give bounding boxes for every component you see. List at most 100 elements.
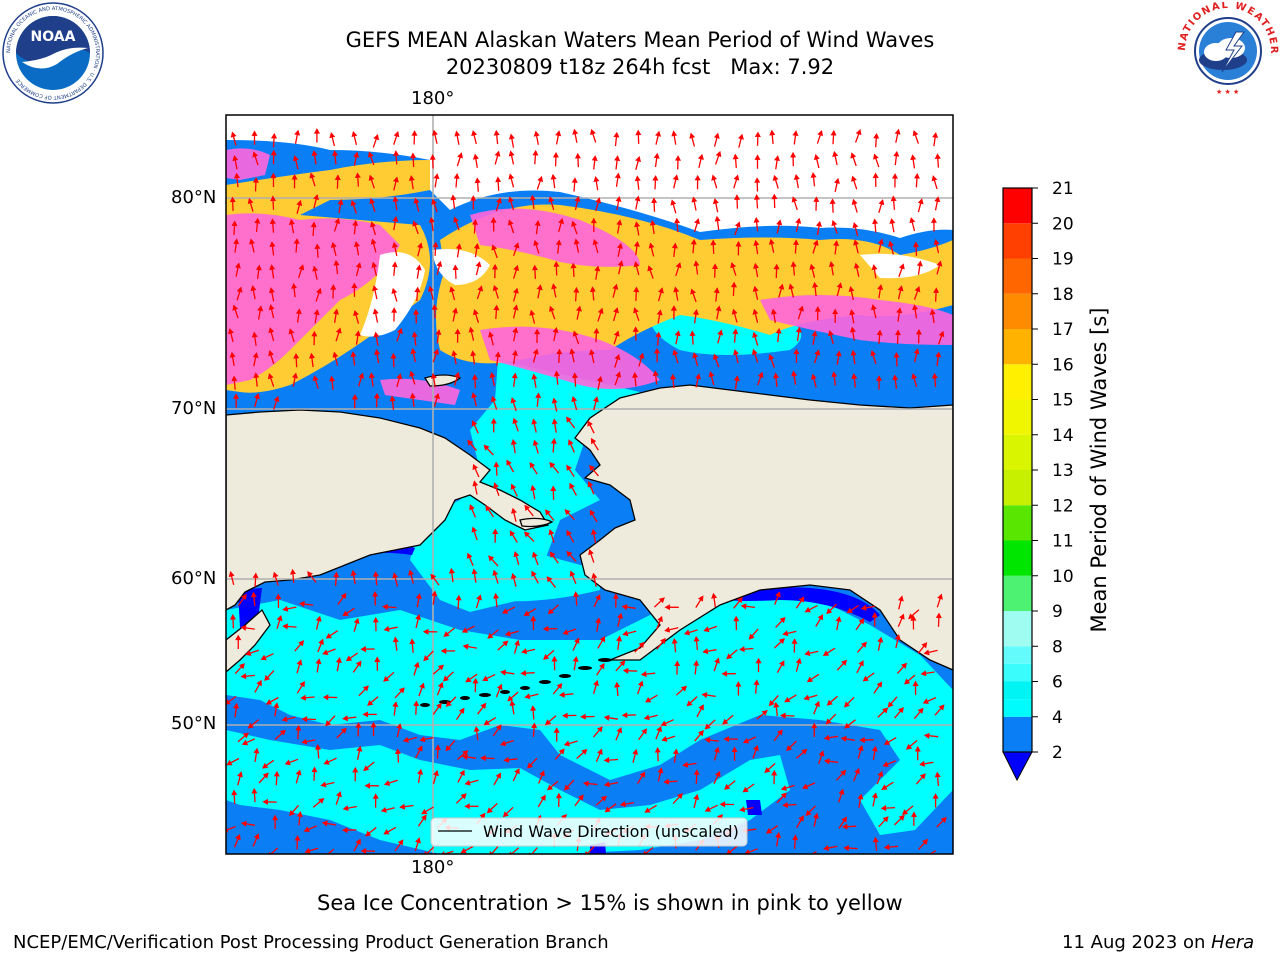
wave-direction-arrowhead xyxy=(798,305,804,312)
wave-direction-arrowhead xyxy=(877,636,884,643)
wave-direction-arrowhead xyxy=(382,603,388,610)
wave-direction-arrowhead xyxy=(698,704,704,711)
wave-direction-arrowhead xyxy=(549,551,556,558)
wave-direction-arrowhead xyxy=(496,197,502,204)
wave-direction-arrowhead xyxy=(352,766,359,773)
wave-direction-arrowhead xyxy=(291,174,298,180)
wave-direction-arrowhead xyxy=(891,173,898,179)
wave-direction-arrowhead xyxy=(370,238,377,245)
wave-direction-arrowhead xyxy=(913,241,920,248)
wave-direction-arrowhead xyxy=(295,724,302,731)
wave-direction-arrowhead xyxy=(571,177,578,183)
wave-direction-arrowhead xyxy=(841,816,847,823)
wave-direction-arrowhead xyxy=(350,199,357,207)
wave-direction-arrowhead xyxy=(574,195,581,202)
wave-direction-arrowhead xyxy=(499,740,507,747)
noaa-logo: NATIONAL OCEANIC AND ATMOSPHERIC ADMINIS… xyxy=(2,2,104,104)
wave-direction-arrowhead xyxy=(697,153,704,160)
wave-direction-arrowhead xyxy=(540,794,546,801)
wave-direction-arrowhead xyxy=(513,264,520,272)
wave-direction-arrowhead xyxy=(871,792,878,799)
wave-direction-arrowhead xyxy=(294,835,301,841)
wave-direction-arrowhead xyxy=(811,373,817,380)
wave-direction-arrowhead xyxy=(849,326,856,333)
wave-direction-arrowhead xyxy=(850,349,857,356)
wave-direction-arrowhead xyxy=(262,772,269,779)
wave-direction-arrowhead xyxy=(686,700,693,707)
wave-direction-arrowhead xyxy=(882,707,889,714)
wave-direction-arrowhead xyxy=(695,373,701,380)
wave-direction-arrowhead xyxy=(915,328,922,335)
wave-direction-arrowhead xyxy=(932,132,939,138)
wave-direction-arrowhead xyxy=(252,352,259,359)
wave-direction-arrowhead xyxy=(396,373,403,380)
colorbar-tick-label: 10 xyxy=(1052,567,1074,587)
wave-direction-arrowhead xyxy=(731,746,738,753)
wave-direction-arrowhead xyxy=(464,779,471,786)
wave-direction-arrowhead xyxy=(838,788,845,795)
colorbar-tick-label: 16 xyxy=(1052,355,1074,375)
wave-direction-arrowhead xyxy=(708,371,715,378)
wave-direction-arrowhead xyxy=(827,329,834,337)
wave-direction-arrowhead xyxy=(247,722,254,729)
wave-direction-arrowhead xyxy=(488,331,494,338)
wave-direction-arrowhead xyxy=(851,198,858,206)
wave-direction-arrowhead xyxy=(421,808,428,815)
wave-direction-arrowhead xyxy=(257,305,264,312)
wave-direction-arrowhead xyxy=(779,660,785,667)
wave-direction-arrowhead xyxy=(476,594,482,601)
wave-direction-arrowhead xyxy=(391,307,398,313)
lat-label-80n: 80°N xyxy=(171,187,217,208)
wave-direction-arrowhead xyxy=(857,744,864,752)
wave-direction-arrowhead xyxy=(413,700,420,707)
wave-direction-arrowhead xyxy=(565,416,572,423)
wave-direction-arrowhead xyxy=(428,216,435,223)
wave-direction-arrowhead xyxy=(730,262,737,269)
wave-direction-arrowhead xyxy=(730,281,737,288)
wave-direction-arrowhead xyxy=(736,597,743,604)
wave-direction-arrowhead xyxy=(250,285,257,292)
wave-direction-arrowhead xyxy=(544,509,551,516)
wave-direction-arrowhead xyxy=(309,352,315,359)
wave-direction-arrowhead xyxy=(633,240,640,247)
wave-direction-arrowhead xyxy=(719,801,726,808)
wave-direction-arrowhead xyxy=(881,784,888,790)
wave-direction-arrowhead xyxy=(475,261,482,268)
colorbar: 21 20 19 18 17 16 15 14 13 12 11 10 9 8 6 4 2 Mean Perio… xyxy=(1002,179,1111,782)
wave-direction-arrowhead xyxy=(383,780,391,786)
wave-direction-arrowhead xyxy=(529,309,536,316)
wave-direction-arrowhead xyxy=(638,641,645,648)
wave-direction-arrowhead xyxy=(862,675,869,682)
aleutian-islands xyxy=(420,658,612,707)
wave-direction-arrowhead xyxy=(803,694,810,701)
wave-direction-arrowhead xyxy=(471,392,478,399)
wave-direction-arrowhead xyxy=(858,660,864,667)
wave-direction-arrowhead xyxy=(672,349,679,356)
wave-direction-arrowhead xyxy=(740,603,747,610)
wave-direction-arrowhead xyxy=(882,761,889,767)
wave-direction-arrowhead xyxy=(289,568,296,575)
wave-direction-arrowhead xyxy=(514,767,520,775)
wave-direction-arrowhead xyxy=(453,216,459,223)
wave-direction-arrowhead xyxy=(431,304,438,310)
wave-direction-arrowhead xyxy=(507,219,514,226)
wave-direction-arrowhead xyxy=(391,241,398,248)
wave-direction-arrowhead xyxy=(268,350,274,357)
wave-direction-arrowhead xyxy=(531,722,538,729)
wave-direction-arrowhead xyxy=(576,305,582,312)
wave-direction-arrowhead xyxy=(780,785,787,791)
wave-direction-arrowhead xyxy=(933,287,940,294)
wave-direction-arrowhead xyxy=(722,718,729,725)
colorbar-band-5-6 xyxy=(1003,681,1032,700)
wave-direction-arrowhead xyxy=(562,629,569,635)
wave-direction-arrowhead xyxy=(829,198,836,205)
wave-direction-arrowhead xyxy=(272,814,279,821)
wave-direction-arrowhead xyxy=(480,755,486,762)
wave-direction-arrowhead xyxy=(553,727,560,733)
wave-direction-arrowhead xyxy=(436,260,443,268)
sea-ice-caption: Sea Ice Concentration > 15% is shown in … xyxy=(317,891,903,915)
wave-direction-arrowhead xyxy=(527,762,534,769)
wave-direction-arrowhead xyxy=(562,712,568,719)
wave-direction-arrowhead xyxy=(355,722,362,728)
wave-direction-arrowhead xyxy=(466,552,473,559)
